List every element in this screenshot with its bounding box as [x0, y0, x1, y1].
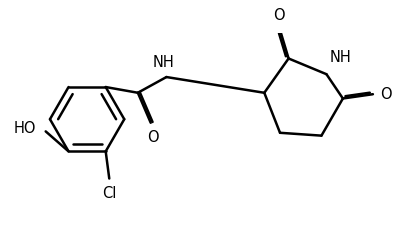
Text: NH: NH [329, 50, 351, 65]
Text: O: O [147, 130, 158, 145]
Text: HO: HO [13, 121, 36, 136]
Text: NH: NH [152, 55, 174, 70]
Text: O: O [272, 8, 284, 23]
Text: O: O [379, 87, 391, 102]
Text: Cl: Cl [102, 186, 116, 201]
